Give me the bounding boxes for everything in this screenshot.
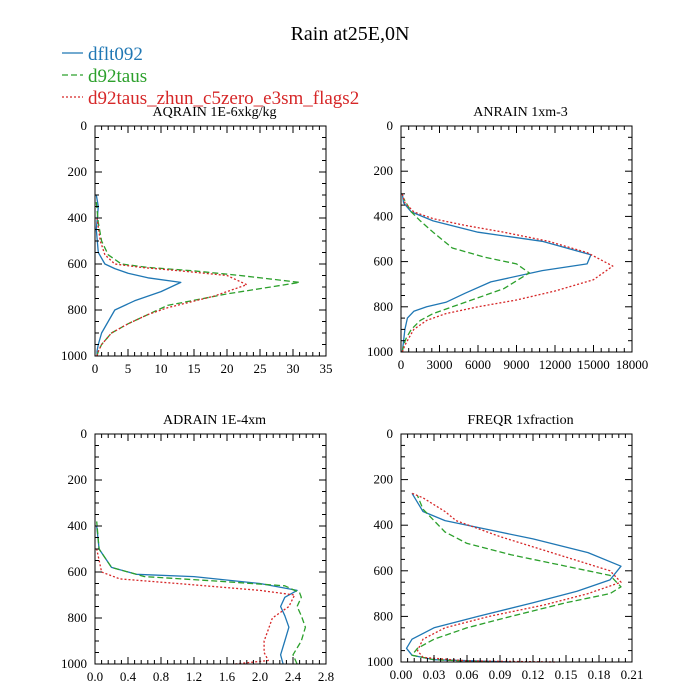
x-tick-label: 25 (254, 361, 267, 376)
y-tick-label: 600 (374, 563, 394, 578)
x-tick-label: 0.00 (390, 667, 413, 682)
y-tick-label: 200 (68, 472, 88, 487)
series-line-dflt092 (401, 193, 592, 353)
x-tick-label: 9000 (504, 357, 530, 372)
y-tick-label: 400 (68, 518, 88, 533)
x-tick-label: 0.21 (621, 667, 644, 682)
y-tick-label: 1000 (367, 344, 393, 359)
panel-title: AQRAIN 1E-6xkg/kg (152, 105, 276, 120)
series-line-d92taus (96, 521, 307, 665)
y-tick-label: 0 (81, 426, 88, 441)
x-tick-label: 3000 (427, 357, 453, 372)
x-tick-label: 0.09 (489, 667, 512, 682)
series-line-dflt092 (95, 194, 182, 356)
x-tick-label: 0.15 (555, 667, 578, 682)
x-tick-label: 10 (155, 361, 168, 376)
panel-title: FREQR 1xfraction (467, 413, 573, 428)
x-tick-label: 30 (287, 361, 300, 376)
y-tick-label: 200 (68, 164, 88, 179)
series-line-dflt092 (405, 492, 622, 663)
series-line-d92taus-zhun-c5zero-e3sm-flags2 (96, 548, 296, 665)
x-tick-label: 15000 (577, 357, 610, 372)
x-tick-label: 5 (125, 361, 132, 376)
series-line-d92taus (411, 495, 622, 663)
x-tick-label: 20 (221, 361, 234, 376)
y-tick-label: 1000 (61, 348, 87, 363)
legend-label-d92taus: d92taus (88, 66, 147, 87)
y-tick-label: 800 (374, 608, 394, 623)
y-tick-label: 600 (68, 256, 88, 271)
series-line-d92taus (95, 201, 301, 357)
x-tick-label: 18000 (616, 357, 649, 372)
x-tick-label: 1.6 (219, 669, 236, 684)
x-tick-label: 0.12 (522, 667, 545, 682)
x-tick-label: 12000 (539, 357, 572, 372)
x-tick-label: 35 (320, 361, 333, 376)
x-tick-label: 0.8 (153, 669, 169, 684)
panel-2: ANRAIN 1xm-3 0 200 400 600 800 1000 0 3000 6000 90… (367, 105, 648, 372)
panel-title: ADRAIN 1E-4xm (163, 413, 266, 428)
series-line-d92taus-zhun-c5zero-e3sm-flags2 (411, 492, 622, 663)
figure-title: Rain at25E,0N (291, 23, 410, 45)
y-tick-label: 800 (68, 302, 88, 317)
legend: dflt092 d92taus d92taus_zhun_c5zero_e3sm… (62, 44, 359, 109)
y-tick-label: 0 (387, 118, 394, 133)
y-tick-label: 800 (374, 299, 394, 314)
x-tick-label: 2.8 (318, 669, 334, 684)
x-tick-label: 15 (188, 361, 201, 376)
plot-frame (94, 125, 327, 357)
y-tick-label: 200 (374, 163, 394, 178)
plot-frame (400, 125, 633, 353)
x-tick-label: 2.0 (252, 669, 268, 684)
y-tick-label: 800 (68, 610, 88, 625)
y-tick-label: 600 (374, 254, 394, 269)
x-tick-label: 0.0 (87, 669, 103, 684)
series-line-d92taus-zhun-c5zero-e3sm-flags2 (401, 193, 614, 353)
y-tick-label: 0 (387, 426, 394, 441)
y-tick-label: 400 (68, 210, 88, 225)
y-tick-label: 0 (81, 118, 88, 133)
y-tick-label: 1000 (367, 654, 393, 669)
legend-label-dflt092: dflt092 (88, 44, 143, 65)
series-line-d92taus (401, 197, 530, 353)
series-line-dflt092 (96, 525, 298, 665)
panel-title: ANRAIN 1xm-3 (473, 105, 568, 120)
x-tick-label: 0.03 (423, 667, 446, 682)
plot-frame (94, 433, 327, 665)
y-tick-label: 400 (374, 517, 394, 532)
x-tick-label: 6000 (465, 357, 491, 372)
panel-1: AQRAIN 1E-6xkg/kg 0 200 400 600 800 1000 0 5 10 15… (61, 105, 333, 376)
y-tick-label: 1000 (61, 656, 87, 671)
x-tick-label: 0 (398, 357, 405, 372)
x-tick-label: 0 (92, 361, 99, 376)
legend-label-d92taus-zhun: d92taus_zhun_c5zero_e3sm_flags2 (88, 88, 359, 109)
y-tick-label: 600 (68, 564, 88, 579)
x-tick-label: 0.4 (120, 669, 137, 684)
x-tick-label: 0.18 (588, 667, 611, 682)
y-tick-label: 200 (374, 472, 394, 487)
y-tick-label: 400 (374, 208, 394, 223)
x-tick-label: 1.2 (186, 669, 202, 684)
x-tick-label: 2.4 (285, 669, 302, 684)
series-line-d92taus-zhun-c5zero-e3sm-flags2 (96, 217, 248, 357)
x-tick-label: 0.06 (456, 667, 479, 682)
